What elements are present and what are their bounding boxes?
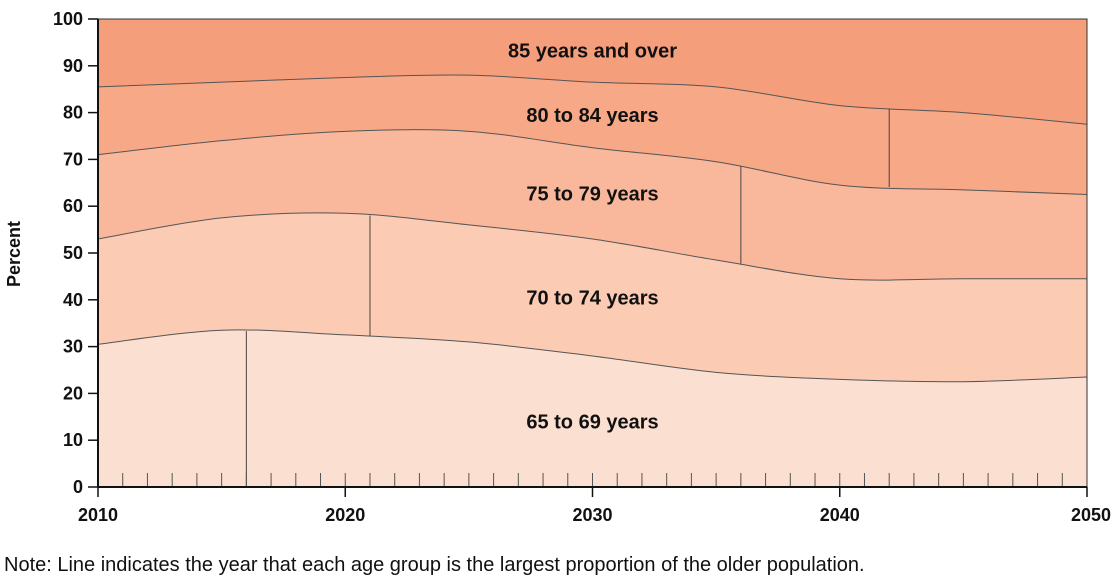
y-tick-label: 90 (63, 56, 83, 76)
y-axis-label: Percent (4, 221, 24, 287)
y-tick-label: 30 (63, 337, 83, 357)
band-boundary-line (97, 129, 1088, 195)
band-label: 80 to 84 years (526, 105, 658, 127)
band-boundary-line (97, 329, 1088, 383)
band-75-to-79-years (98, 129, 1087, 281)
band-label: 70 to 74 years (526, 287, 658, 309)
y-tick-label: 70 (63, 149, 83, 169)
footnote: Note: Line indicates the year that each … (4, 554, 865, 576)
x-tick-label: 2040 (820, 505, 860, 525)
peak-markers-layer (245, 108, 890, 487)
band-label: 65 to 69 years (526, 411, 658, 433)
x-tick-label: 2050 (1071, 505, 1111, 525)
boundaries-layer (97, 74, 1088, 383)
band-label: 85 years and over (508, 41, 677, 63)
minor-ticks-layer (122, 473, 1063, 487)
band-label: 75 to 79 years (526, 183, 658, 205)
band-80-to-84-years (98, 74, 1087, 195)
band-boundary-line (97, 74, 1088, 125)
y-tick-label: 20 (63, 383, 83, 403)
y-tick-label: 10 (63, 430, 83, 450)
x-tick-label: 2010 (78, 505, 118, 525)
y-tick-label: 40 (63, 290, 83, 310)
y-tick-label: 60 (63, 196, 83, 216)
x-tick-label: 2030 (572, 505, 612, 525)
y-tick-label: 50 (63, 243, 83, 263)
y-tick-label: 0 (73, 477, 83, 497)
band-65-to-69-years (98, 329, 1087, 487)
bands-layer (98, 19, 1087, 487)
labels-layer: 65 to 69 years 70 to 74 years 75 to 79 yea… (508, 41, 677, 434)
y-tick-label: 80 (63, 103, 83, 123)
band-85-years-and-over (98, 19, 1087, 125)
y-tick-label: 100 (53, 9, 83, 29)
band-70-to-74-years (98, 212, 1087, 382)
band-boundary-line (97, 212, 1087, 281)
x-tick-label: 2020 (325, 505, 365, 525)
